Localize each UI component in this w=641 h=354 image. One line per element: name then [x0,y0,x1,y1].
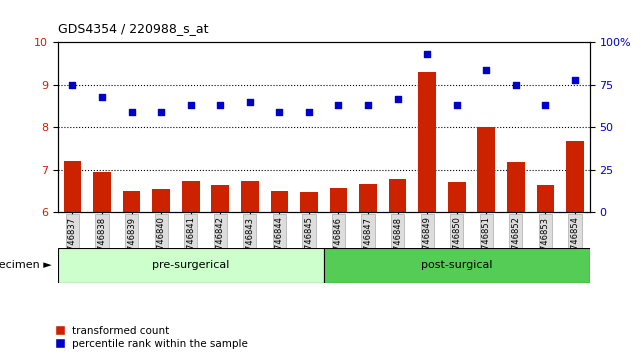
Text: post-surgical: post-surgical [421,261,492,270]
Point [97,94,107,100]
Text: specimen ►: specimen ► [0,261,51,270]
Bar [329,188,347,212]
Bar [153,189,170,212]
Bar [537,185,554,212]
Bar [300,192,318,212]
Point [333,103,344,108]
Bar [566,141,584,212]
Point [422,52,432,57]
Bar [63,161,81,212]
Bar [359,183,377,212]
Point [511,82,521,88]
Point [481,67,492,73]
Legend: transformed count, percentile rank within the sample: transformed count, percentile rank withi… [56,326,248,349]
Text: GDS4354 / 220988_s_at: GDS4354 / 220988_s_at [58,22,208,35]
Point [274,109,285,115]
Bar [478,127,495,212]
Bar [507,162,525,212]
Point [451,103,462,108]
Bar [388,179,406,212]
Point [67,82,78,88]
Bar [324,248,590,283]
Point [186,103,196,108]
Point [245,99,255,105]
Point [392,96,403,101]
Point [570,77,580,83]
Bar [182,181,199,212]
Bar [419,72,436,212]
Bar [58,248,324,283]
Point [304,109,314,115]
Bar [93,172,111,212]
Point [126,109,137,115]
Text: pre-surgerical: pre-surgerical [152,261,229,270]
Bar [448,182,465,212]
Point [215,103,226,108]
Bar [212,185,229,212]
Bar [241,181,259,212]
Point [363,103,373,108]
Point [540,103,551,108]
Bar [271,191,288,212]
Bar [122,191,140,212]
Point [156,109,166,115]
